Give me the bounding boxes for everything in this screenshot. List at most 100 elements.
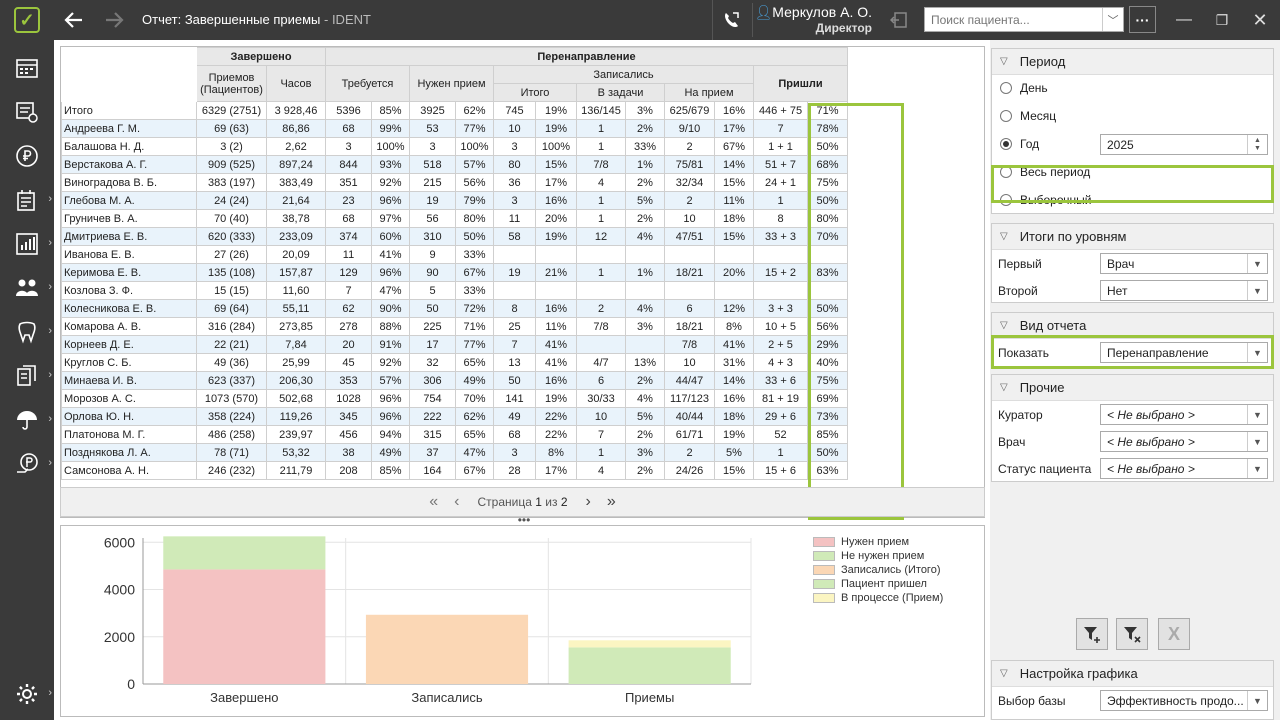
table-cell: 8% — [714, 317, 754, 336]
patient-status-select[interactable]: < Не выбрано > ▼ — [1100, 458, 1268, 479]
minimize-icon[interactable]: — — [1176, 11, 1192, 28]
show-select[interactable]: Перенаправление ▼ — [1100, 342, 1268, 363]
table-cell: 67% — [455, 461, 494, 480]
table-row[interactable]: Орлова Ю. Н. 358 (224) 119,26 345 96% 222 62% 4… — [61, 407, 848, 426]
app-logo[interactable]: ✓ — [0, 0, 54, 40]
radio-circle-icon — [1000, 138, 1012, 150]
table-row[interactable]: Верстакова А. Г. 909 (525) 897,24 844 93% 518… — [61, 155, 848, 174]
restore-icon[interactable]: ❐ — [1215, 11, 1229, 28]
table-row[interactable]: Иванова Е. В. 27 (26) 20,09 11 41% 9 33% — [61, 245, 848, 264]
curator-select[interactable]: < Не выбрано > ▼ — [1100, 404, 1268, 425]
clear-filter-button[interactable] — [1116, 618, 1148, 650]
table-row[interactable]: Виноградова В. Б. 383 (197) 383,49 351 92% 21… — [61, 173, 848, 192]
spin-arrows-icon[interactable]: ▲ ▼ — [1247, 135, 1267, 154]
col-header-required[interactable]: Требуется — [325, 65, 410, 102]
table-cell: 10 — [493, 119, 536, 138]
period-radio-0[interactable]: День — [1000, 81, 1048, 95]
sidebar-patients[interactable]: › — [0, 270, 54, 306]
table-row[interactable]: Комарова А. В. 316 (284) 273,85 278 88% 225 71… — [61, 317, 848, 336]
period-header[interactable]: ▽ Период — [992, 49, 1273, 75]
sidebar-schedule[interactable] — [0, 94, 54, 130]
close-icon[interactable]: ✕ — [1252, 9, 1268, 30]
sidebar-payments[interactable]: › — [0, 446, 54, 482]
col-header-to-appt[interactable]: На прием — [664, 83, 754, 102]
table-cell: 278 — [325, 317, 372, 336]
table-cell: 18% — [714, 209, 754, 228]
table-row[interactable]: Минаева И. В. 623 (337) 206,30 353 57% 306 49%… — [61, 371, 848, 390]
prev-page-button[interactable]: ‹ — [454, 493, 460, 510]
patient-search-input[interactable] — [924, 7, 1124, 32]
second-level-select[interactable]: Нет ▼ — [1100, 280, 1268, 301]
table-cell: 50% — [807, 191, 848, 210]
sidebar-analytics[interactable]: › — [0, 226, 54, 262]
sidebar-reports[interactable]: › — [0, 182, 54, 218]
table-row[interactable]: Корнеев Д. Е. 22 (21) 7,84 20 91% 17 77% 7 41% 7/… — [61, 335, 848, 354]
period-radio-1[interactable]: Месяц — [1000, 109, 1056, 123]
first-level-select[interactable]: Врач ▼ — [1100, 253, 1268, 274]
user-info[interactable]: 👤︎Меркулов А. О. Директор — [752, 3, 880, 37]
last-page-button[interactable]: » — [606, 493, 616, 510]
chart-settings-header[interactable]: ▽ Настройка графика — [992, 661, 1273, 687]
chevron-down-icon: ▼ — [1247, 343, 1267, 362]
base-select[interactable]: Эффективность продо... ▼ — [1100, 690, 1268, 711]
col-header-total[interactable]: Итого — [493, 83, 577, 102]
period-radio-2[interactable]: Год — [1000, 137, 1039, 151]
sidebar-finance[interactable] — [0, 138, 54, 174]
doctor-select[interactable]: < Не выбрано > ▼ — [1100, 431, 1268, 452]
table-row[interactable]: Морозов А. С. 1073 (570) 502,68 1028 96% 754 7… — [61, 389, 848, 408]
other-header[interactable]: ▽ Прочие — [992, 375, 1273, 401]
calendar-icon — [16, 59, 38, 78]
table-row[interactable]: Керимова Е. В. 135 (108) 157,87 129 96% 90 67%… — [61, 263, 848, 282]
col-header-tasks[interactable]: В задачи — [576, 83, 665, 102]
table-cell: 70% — [807, 227, 848, 246]
total-row[interactable]: Итого 6329 (2751) 3 928,46 5396 85% 3925 62% 74… — [61, 101, 848, 120]
logout-icon[interactable] — [884, 0, 916, 40]
table-cell: 100% — [455, 137, 494, 156]
filter-clear-icon — [1124, 627, 1141, 643]
report-view-header[interactable]: ▽ Вид отчета — [992, 313, 1273, 339]
table-cell: 17% — [535, 461, 577, 480]
levels-header[interactable]: ▽ Итоги по уровням — [992, 224, 1273, 250]
period-radio-4[interactable]: Выборочный — [1000, 193, 1091, 207]
table-row[interactable]: Андреева Г. М. 69 (63) 86,86 68 99% 53 77% 10 19… — [61, 119, 848, 138]
apply-filter-button[interactable] — [1076, 618, 1108, 650]
table-row[interactable]: Балашова Н. Д. 3 (2) 2,62 3 100% 3 100% 3 100% 1 3… — [61, 137, 848, 156]
check-logo-icon: ✓ — [14, 7, 40, 33]
table-row[interactable]: Круглов С. Б. 49 (36) 25,99 45 92% 32 65% 13 41%… — [61, 353, 848, 372]
table-cell: 45 — [325, 353, 372, 372]
table-row[interactable]: Козлова З. Ф. 15 (15) 11,60 7 47% 5 33% — [61, 281, 848, 300]
col-header-hours[interactable]: Часов — [266, 65, 326, 102]
col-header-came[interactable]: Пришли — [753, 65, 848, 102]
gear-icon — [17, 684, 37, 704]
table-row[interactable]: Самсонова А. Н. 246 (232) 211,79 208 85% 164 6… — [61, 461, 848, 480]
period-radio-3[interactable]: Весь период — [1000, 165, 1090, 179]
col-header-appointments[interactable]: Приемов (Пациентов) — [196, 65, 267, 102]
table-cell: 37 — [409, 443, 456, 462]
search-dropdown-icon[interactable]: ﹀ — [1102, 8, 1123, 31]
next-page-button[interactable]: › — [585, 493, 591, 510]
phone-icon[interactable] — [712, 0, 748, 40]
more-options-button[interactable]: ··· — [1129, 6, 1156, 33]
splitter-handle[interactable]: ••• — [517, 513, 531, 527]
first-page-button[interactable]: « — [429, 493, 439, 510]
excel-export-button[interactable]: X — [1158, 618, 1190, 650]
table-row[interactable]: Дмитриева Е. В. 620 (333) 233,09 374 60% 310 5… — [61, 227, 848, 246]
table-row[interactable]: Груничев В. А. 70 (40) 38,78 68 97% 56 80% 11 20… — [61, 209, 848, 228]
back-arrow-icon[interactable] — [60, 0, 88, 40]
sidebar-calendar[interactable] — [0, 50, 54, 86]
table-row[interactable]: Глебова М. А. 24 (24) 21,64 23 96% 19 79% 3 16% 1… — [61, 191, 848, 210]
forward-arrow-icon[interactable] — [100, 0, 128, 40]
sidebar-settings[interactable]: › — [0, 676, 54, 712]
sidebar-dental[interactable]: › — [0, 314, 54, 350]
sidebar-documents[interactable]: › — [0, 358, 54, 394]
table-cell: 79% — [455, 191, 494, 210]
table-row[interactable]: Платонова М. Г. 486 (258) 239,97 456 94% 315 6… — [61, 425, 848, 444]
table-cell — [753, 281, 808, 300]
table-cell: 1 — [576, 119, 626, 138]
year-spinner[interactable]: 2025 ▲ ▼ — [1100, 134, 1268, 155]
table-row[interactable]: Позднякова Л. А. 78 (71) 53,32 38 49% 37 47% 3 8… — [61, 443, 848, 462]
legend-swatch — [813, 593, 835, 603]
table-row[interactable]: Колесникова Е. В. 69 (64) 55,11 62 90% 50 72% 8… — [61, 299, 848, 318]
col-header-need-appt[interactable]: Нужен прием — [409, 65, 494, 102]
sidebar-insurance[interactable]: › — [0, 402, 54, 438]
